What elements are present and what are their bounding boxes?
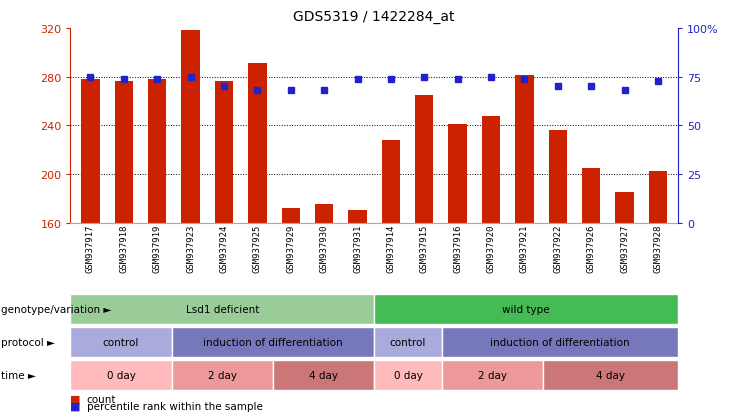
Bar: [215, 82, 233, 223]
Text: induction of differentiation: induction of differentiation: [203, 337, 343, 347]
Text: GSM937929: GSM937929: [286, 224, 295, 273]
Text: GSM937923: GSM937923: [186, 224, 195, 273]
Text: GSM937914: GSM937914: [386, 224, 396, 273]
Text: protocol ►: protocol ►: [1, 337, 55, 347]
Text: wild type: wild type: [502, 304, 550, 314]
Bar: [515, 76, 534, 223]
Text: 4 day: 4 day: [596, 370, 625, 380]
Bar: [582, 169, 600, 223]
Text: GSM937925: GSM937925: [253, 224, 262, 273]
Text: 0 day: 0 day: [107, 370, 136, 380]
Text: GSM937931: GSM937931: [353, 224, 362, 273]
Text: GSM937915: GSM937915: [420, 224, 429, 273]
Text: GSM937926: GSM937926: [587, 224, 596, 273]
Text: 2 day: 2 day: [207, 370, 237, 380]
Text: percentile rank within the sample: percentile rank within the sample: [87, 401, 262, 411]
Bar: [548, 131, 567, 223]
Text: GSM937921: GSM937921: [520, 224, 529, 273]
Text: 2 day: 2 day: [478, 370, 507, 380]
Bar: [82, 80, 99, 223]
Text: control: control: [390, 337, 426, 347]
Bar: [315, 205, 333, 223]
Text: time ►: time ►: [1, 370, 36, 380]
Text: GSM937930: GSM937930: [319, 224, 328, 273]
Text: GSM937922: GSM937922: [554, 224, 562, 273]
Text: induction of differentiation: induction of differentiation: [490, 337, 630, 347]
Bar: [348, 211, 367, 223]
Bar: [248, 64, 267, 223]
Text: GSM937918: GSM937918: [119, 224, 128, 273]
Bar: [115, 82, 133, 223]
Bar: [482, 116, 500, 223]
Text: GSM937920: GSM937920: [487, 224, 496, 273]
Bar: [448, 125, 467, 223]
Text: ■: ■: [70, 394, 81, 404]
Bar: [415, 96, 433, 223]
Bar: [148, 80, 167, 223]
Text: ■: ■: [70, 401, 81, 411]
Text: genotype/variation ►: genotype/variation ►: [1, 304, 111, 314]
Text: Lsd1 deficient: Lsd1 deficient: [185, 304, 259, 314]
Text: GDS5319 / 1422284_at: GDS5319 / 1422284_at: [293, 10, 455, 24]
Text: GSM937927: GSM937927: [620, 224, 629, 273]
Text: control: control: [103, 337, 139, 347]
Bar: [382, 140, 400, 223]
Text: GSM937917: GSM937917: [86, 224, 95, 273]
Text: count: count: [87, 394, 116, 404]
Text: GSM937924: GSM937924: [219, 224, 228, 273]
Text: GSM937916: GSM937916: [453, 224, 462, 273]
Bar: [282, 209, 300, 223]
Text: 4 day: 4 day: [309, 370, 338, 380]
Bar: [182, 31, 200, 223]
Text: GSM937928: GSM937928: [654, 224, 662, 273]
Text: 0 day: 0 day: [393, 370, 422, 380]
Bar: [616, 193, 634, 223]
Text: GSM937919: GSM937919: [153, 224, 162, 273]
Bar: [649, 172, 667, 223]
